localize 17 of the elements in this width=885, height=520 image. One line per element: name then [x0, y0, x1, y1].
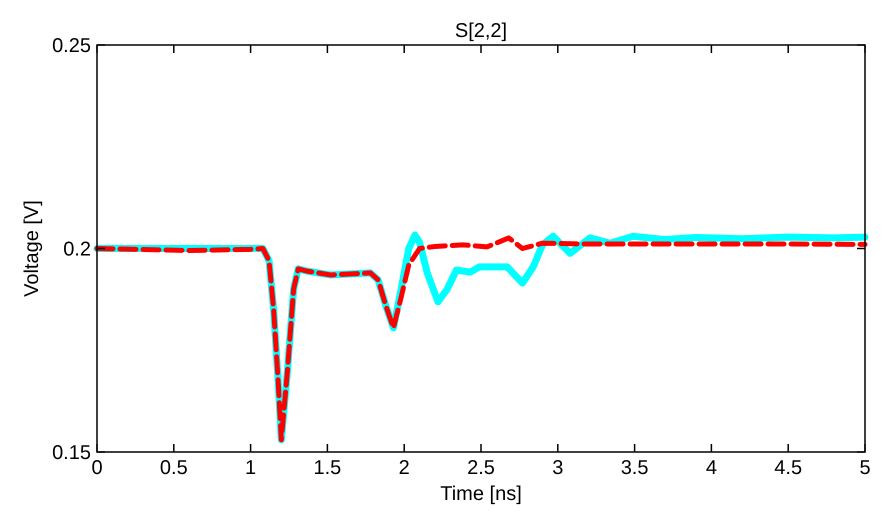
x-tick-label: 2.5 [467, 457, 495, 479]
x-tick-label: 0.5 [160, 457, 188, 479]
x-tick-label: 3 [552, 457, 564, 479]
x-tick-label: 2 [398, 457, 410, 479]
x-tick-label: 4.5 [774, 457, 802, 479]
x-tick-label: 1 [245, 457, 256, 479]
x-tick-label: 0 [91, 457, 103, 479]
y-axis-title: Voltage [V] [21, 200, 43, 297]
x-tick-label: 4 [706, 457, 717, 479]
y-tick-label: 0.15 [52, 442, 91, 464]
y-tick-label: 0.2 [63, 238, 91, 260]
chart-title: S[2,2] [454, 20, 508, 42]
y-tick-label: 0.25 [52, 35, 91, 57]
x-tick-label: 3.5 [620, 457, 649, 479]
x-tick-label: 1.5 [313, 457, 342, 479]
x-tick-label: 5 [859, 457, 871, 479]
x-axis-title: Time [ns] [440, 483, 522, 505]
